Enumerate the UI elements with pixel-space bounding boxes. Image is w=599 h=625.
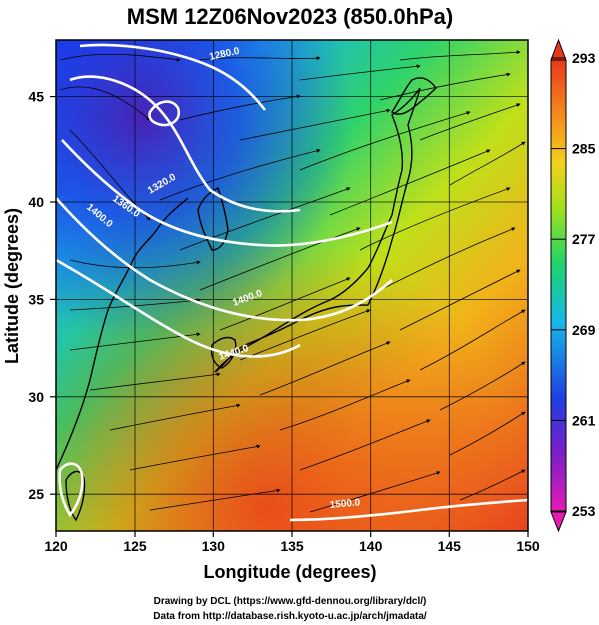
chart-title: MSM 12Z06Nov2023 (850.0hPa): [127, 4, 454, 29]
streamline: [309, 471, 441, 513]
y-tick-label: 40: [28, 194, 44, 210]
streamline: [299, 64, 421, 81]
x-tick-label: 145: [438, 538, 462, 554]
streamline: [379, 72, 511, 101]
streamline: [239, 108, 391, 141]
contour-1500: [289, 498, 528, 522]
height-contours: [56, 43, 528, 522]
colorbar-tick-label: 277: [572, 231, 596, 247]
streamline: [399, 50, 521, 61]
colorbar-tick-label: 285: [572, 141, 596, 157]
streamline: [299, 111, 471, 171]
streamline: [259, 341, 391, 396]
hokkaido-coastline: [391, 77, 437, 115]
streamline: [59, 86, 151, 121]
x-tick-label: 135: [280, 538, 304, 554]
streamline: [179, 187, 351, 251]
x-tick-marks: [55, 531, 529, 537]
korea-coastline: [197, 187, 229, 251]
x-tick-label: 120: [44, 538, 68, 554]
x-tick-label: 130: [202, 538, 226, 554]
streamline: [199, 56, 321, 61]
streamline: [399, 269, 521, 331]
y-tick-marks: [50, 95, 56, 495]
contour-1360: [61, 139, 393, 247]
x-axis: 120 125 130 135 140 145 150 Longitude (d…: [44, 531, 540, 582]
streamline: [279, 379, 411, 431]
streamline: [419, 309, 526, 371]
x-tick-label: 150: [516, 538, 540, 554]
colorbar-scale: [550, 59, 567, 513]
streamline: [199, 227, 361, 291]
japan-coastline: [214, 87, 421, 373]
credit-drawing: Drawing by DCL (https://www.gfd-dennou.o…: [154, 596, 427, 607]
colorbar: 293 285 277 269 261 253: [550, 38, 596, 533]
streamline: [129, 444, 261, 471]
streamline: [159, 148, 321, 201]
contour-1280: [79, 43, 267, 111]
streamline: [439, 361, 526, 411]
y-tick-label: 45: [28, 89, 44, 105]
colorbar-tick-label: 253: [572, 503, 596, 519]
x-axis-label: Longitude (degrees): [203, 562, 376, 582]
streamline: [219, 277, 351, 331]
grid: [56, 40, 528, 531]
x-tick-label: 125: [123, 538, 147, 554]
colorbar-tick-label: 293: [572, 50, 596, 66]
plot-area: 1280.0 1360.0 1400.0 1320.0 1400.0 1440.…: [56, 40, 528, 531]
y-axis: 45 40 35 30 25 Latitude (degrees): [2, 89, 56, 502]
contour-label: 1500.0: [329, 497, 361, 511]
streamline: [239, 309, 371, 361]
contour-1400: [56, 197, 393, 322]
y-axis-label: Latitude (degrees): [2, 208, 22, 364]
streamline: [329, 149, 491, 216]
colorbar-tick-label: 269: [572, 322, 596, 338]
taiwan-coastline: [65, 470, 86, 522]
credit-data: Data from http://database.rish.kyoto-u.a…: [153, 611, 427, 622]
streamline: [419, 103, 521, 141]
streamline: [459, 469, 526, 501]
contour-1500-south: [58, 462, 84, 518]
streamline: [449, 411, 526, 456]
colorbar-bottom-arrow: [550, 511, 567, 533]
streamline: [149, 488, 281, 511]
y-tick-label: 30: [28, 389, 44, 405]
streamline: [449, 141, 526, 186]
streamline: [299, 419, 431, 471]
contour-1320: [69, 75, 301, 213]
streamline: [89, 372, 221, 391]
colorbar-tick-label: 261: [572, 412, 596, 428]
streamline: [359, 187, 511, 251]
colorbar-top-arrow: [550, 38, 567, 61]
streamline: [379, 227, 516, 291]
streamline: [179, 94, 301, 121]
x-tick-label: 140: [359, 538, 383, 554]
streamline: [59, 53, 181, 62]
colorbar-ticks: [551, 57, 566, 512]
y-tick-label: 25: [28, 486, 44, 502]
contour-1440: [56, 258, 301, 358]
contour-low-ring: [148, 100, 181, 127]
streamline: [109, 403, 241, 431]
y-tick-label: 35: [28, 291, 44, 307]
